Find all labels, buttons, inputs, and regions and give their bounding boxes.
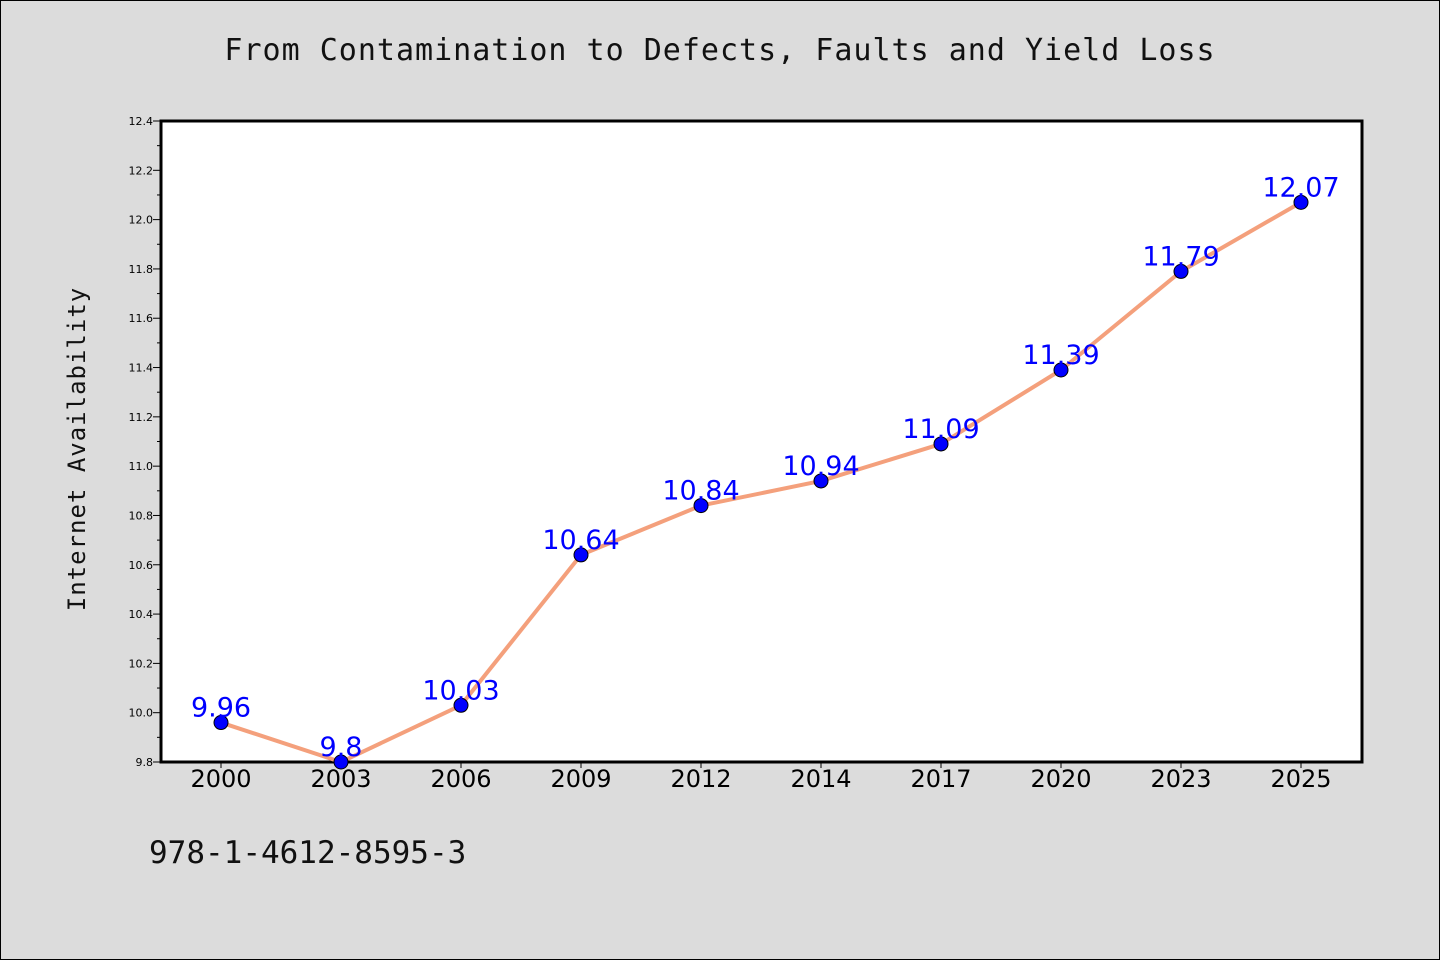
data-point (1053, 362, 1069, 378)
x-tick-label: 2003 (310, 765, 371, 793)
data-point (213, 715, 229, 731)
data-label: 11.79 (1142, 241, 1219, 272)
x-tick-label: 2017 (910, 765, 971, 793)
x-tick-label: 2006 (430, 765, 491, 793)
data-point (1293, 194, 1309, 210)
data-label: 9.96 (191, 693, 251, 724)
y-tick-label: 10.0 (129, 707, 154, 720)
x-tick-label: 2025 (1270, 765, 1331, 793)
x-tick-label: 2023 (1150, 765, 1211, 793)
y-tick-label: 10.6 (129, 559, 154, 572)
y-tick-label: 11.6 (129, 312, 154, 325)
data-label: 10.94 (782, 451, 859, 482)
data-point (693, 498, 709, 514)
x-tick-label: 2020 (1030, 765, 1091, 793)
data-point (813, 473, 829, 489)
y-axis-title: Internet Availability (63, 287, 91, 611)
y-tick-label: 10.4 (129, 608, 154, 621)
data-label: 11.39 (1022, 340, 1099, 371)
data-label: 10.03 (422, 675, 499, 706)
x-tick-label: 2000 (190, 765, 251, 793)
series-line (220, 200, 1302, 764)
y-tick-label: 11.4 (129, 362, 154, 375)
x-tick-label: 2009 (550, 765, 611, 793)
data-point (1173, 263, 1189, 279)
data-point (453, 697, 469, 713)
data-label: 10.64 (542, 525, 619, 556)
y-tick-label: 11.0 (129, 460, 154, 473)
data-point (573, 547, 589, 563)
y-tick-label: 12.0 (129, 214, 154, 227)
y-tick-label: 12.2 (129, 164, 154, 177)
y-tick-label: 10.8 (129, 509, 154, 522)
chart-title: From Contamination to Defects, Faults an… (224, 33, 1216, 68)
plot-area (159, 119, 1364, 764)
y-axis: 9.8 10.0 10.2 10.4 10.6 10.8 11.0 11.2 11.4 11.6 1… (129, 115, 161, 769)
data-label: 12.07 (1262, 172, 1339, 203)
data-label: 10.84 (662, 476, 739, 507)
y-tick-label: 11.2 (129, 411, 154, 424)
y-tick-label: 9.8 (136, 756, 154, 769)
x-tick-label: 2012 (670, 765, 731, 793)
x-axis: 2000 2003 2006 2009 2012 2014 2017 2020 2023 2025 (190, 762, 1332, 793)
data-point (333, 754, 349, 770)
x-tick-label: 2014 (790, 765, 851, 793)
y-tick-label: 11.8 (129, 263, 154, 276)
data-labels: 9.96 9.8 10.03 10.64 10.84 10.94 11.09 11.39 11.… (191, 172, 1340, 763)
y-tick-label: 10.2 (129, 657, 154, 670)
footer-code: 978-1-4612-8595-3 (149, 835, 467, 871)
series-markers (213, 194, 1309, 770)
data-label: 11.09 (902, 414, 979, 445)
data-label: 9.8 (320, 732, 363, 763)
y-tick-label: 12.4 (129, 115, 154, 128)
data-point (933, 436, 949, 452)
